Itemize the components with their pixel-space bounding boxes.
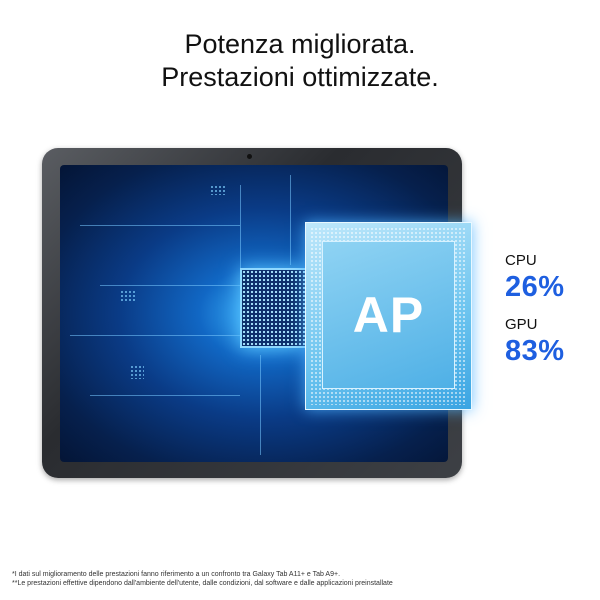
cpu-label: CPU bbox=[505, 252, 537, 269]
ap-chip-label: AP bbox=[352, 287, 425, 343]
footnote-1: *I dati sul miglioramento delle prestazi… bbox=[12, 571, 341, 578]
ap-chip: AP bbox=[305, 222, 472, 410]
processor-chip-small bbox=[240, 268, 308, 348]
footnote-2: **Le prestazioni effettive dipendono dal… bbox=[12, 580, 393, 587]
headline: Potenza migliorata. Prestazioni ottimizz… bbox=[0, 28, 600, 94]
gpu-value: 83% bbox=[505, 335, 565, 367]
headline-line-2: Prestazioni ottimizzate. bbox=[161, 62, 439, 92]
camera-icon bbox=[247, 154, 252, 159]
gpu-label: GPU bbox=[505, 316, 538, 333]
headline-line-1: Potenza migliorata. bbox=[184, 29, 416, 59]
cpu-value: 26% bbox=[505, 271, 565, 303]
footnotes: *I dati sul miglioramento delle prestazi… bbox=[12, 570, 393, 588]
performance-stats: CPU 26% GPU 83% bbox=[505, 252, 565, 380]
